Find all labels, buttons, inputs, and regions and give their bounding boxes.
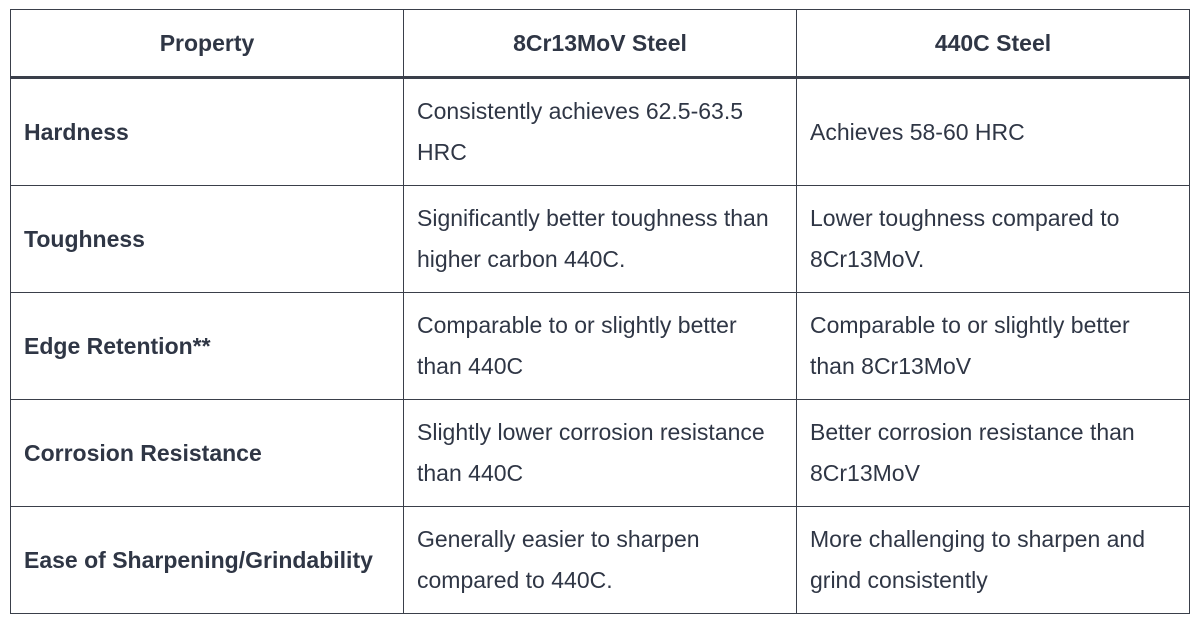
value-cell: Comparable to or slightly better than 44…	[403, 292, 797, 400]
table-row: Ease of Sharpening/Grindability Generally…	[10, 506, 1190, 614]
table-body: Hardness Consistently achieves 62.5-63.5 …	[10, 77, 1190, 614]
value-cell: More challenging to sharpen and grind co…	[796, 506, 1190, 614]
property-cell: Edge Retention**	[10, 292, 404, 400]
property-cell: Corrosion Resistance	[10, 399, 404, 507]
header-cell: 8Cr13MoV Steel	[403, 9, 797, 79]
header-cell: 440C Steel	[796, 9, 1190, 79]
value-cell: Lower toughness compared to 8Cr13MoV.	[796, 185, 1190, 293]
value-cell: Slightly lower corrosion resistance than…	[403, 399, 797, 507]
value-cell: Generally easier to sharpen compared to …	[403, 506, 797, 614]
table-row: Corrosion Resistance Slightly lower corro…	[10, 399, 1190, 507]
table-header: Property 8Cr13MoV Steel 440C Steel	[10, 9, 1190, 79]
table-row: Hardness Consistently achieves 62.5-63.5 …	[10, 77, 1190, 186]
value-cell: Achieves 58-60 HRC	[796, 77, 1190, 186]
table-row: Edge Retention** Comparable to or slightl…	[10, 292, 1190, 400]
property-cell: Hardness	[10, 77, 404, 186]
value-cell: Significantly better toughness than high…	[403, 185, 797, 293]
value-cell: Better corrosion resistance than 8Cr13Mo…	[796, 399, 1190, 507]
header-cell: Property	[10, 9, 404, 79]
header-row: Property 8Cr13MoV Steel 440C Steel	[10, 9, 1190, 79]
table-row: Toughness Significantly better toughness …	[10, 185, 1190, 293]
value-cell: Comparable to or slightly better than 8C…	[796, 292, 1190, 400]
property-cell: Ease of Sharpening/Grindability	[10, 506, 404, 614]
value-cell: Consistently achieves 62.5-63.5 HRC	[403, 77, 797, 186]
property-cell: Toughness	[10, 185, 404, 293]
comparison-table: Property 8Cr13MoV Steel 440C Steel Hardnes…	[10, 9, 1190, 614]
